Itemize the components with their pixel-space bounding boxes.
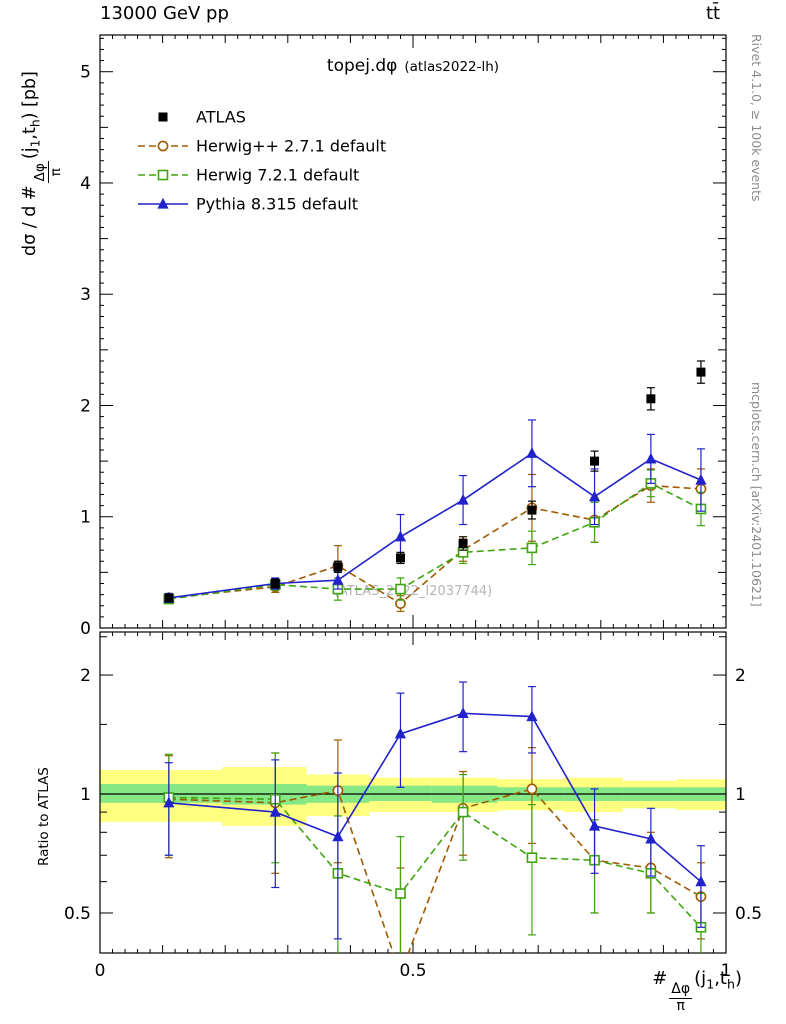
series-line: [168, 796, 702, 928]
marker-filled-square: [158, 112, 168, 122]
tick-label: 3: [80, 285, 91, 305]
x-label-subscript-1: 1: [706, 976, 715, 992]
tick-label: 2: [80, 396, 91, 416]
tick-label: 4: [80, 174, 91, 194]
ratio-axis-label: Ratio to ATLAS: [36, 767, 52, 866]
marker-filled-triangle: [526, 710, 538, 722]
y-label-subscript-h: h: [28, 119, 43, 128]
marker-filled-square: [395, 553, 405, 563]
series-herwig-2-7-1-default: [163, 468, 707, 612]
marker-open-square: [526, 542, 538, 554]
marker-open-square: [395, 583, 406, 595]
marker-open-square: [395, 888, 406, 899]
tick-label: 0.5: [735, 904, 762, 924]
marker-filled-triangle: [157, 197, 169, 209]
plot-title-sub: (atlas2022-lh): [404, 59, 500, 75]
marker-filled-triangle: [695, 875, 707, 887]
marker-filled-triangle: [269, 805, 281, 817]
series-atlas: [164, 360, 706, 603]
uncertainty-band-inner: [369, 785, 432, 802]
x-label-open-paren: (j: [694, 968, 707, 989]
plot-title-main: topej.dφ: [326, 56, 398, 76]
marker-filled-triangle: [332, 573, 344, 585]
tick-label: 5: [80, 63, 91, 83]
x-label-close-paren: ): [734, 968, 742, 989]
series-herwig-7-2-1-default: [163, 469, 707, 605]
marker-filled-triangle: [394, 530, 407, 542]
tick-labels: 0 1 2 3 4 5 0.5 0.5 1 1 2 2 0 0.5 1: [64, 63, 762, 981]
process-label: tt̄: [706, 3, 721, 24]
fraction-denominator: π: [676, 997, 685, 1014]
rivet-version-note: Rivet 4.1.0, ≥ 100k events: [749, 34, 764, 202]
marker-filled-triangle: [588, 490, 601, 502]
tick-label: 0.5: [399, 961, 426, 981]
marker-filled-square: [164, 593, 174, 603]
marker-filled-square: [646, 394, 656, 404]
marker-open-square: [157, 169, 169, 181]
y-label-open-paren: (j: [20, 147, 40, 160]
marker-filled-triangle: [394, 727, 407, 739]
legend: ATLAS Herwig++ 2.7.1 default Herwig 7.2.1 …: [138, 108, 386, 214]
ratio-uncertainty-bands: [100, 767, 726, 826]
marker-filled-square: [590, 456, 600, 466]
marker-filled-triangle: [526, 447, 538, 458]
plot-title: topej.dφ (atlas2022-lh): [100, 56, 726, 76]
marker-filled-square: [270, 578, 280, 588]
y-label-prefix: dσ / d #: [20, 185, 40, 256]
y-label-units: ) [pb]: [20, 71, 40, 120]
marker-filled-triangle: [457, 707, 469, 718]
legend-label: Herwig 7.2.1 default: [196, 166, 359, 185]
fraction-numerator: Δφ: [31, 161, 49, 184]
beam-energy-label: 13000 GeV pp: [100, 3, 229, 24]
fraction-denominator: π: [47, 168, 64, 177]
marker-filled-triangle: [163, 796, 175, 808]
marker-filled-square: [527, 505, 537, 515]
y-axis-label: dσ / d # Δφ π (j1,th) [pb]: [20, 71, 64, 256]
series-line: [168, 482, 702, 600]
y-label-subscript-1: 1: [28, 139, 43, 148]
legend-label: Herwig++ 2.7.1 default: [196, 137, 386, 156]
marker-filled-triangle: [332, 830, 344, 842]
delta-phi-over-pi-fraction: Δφ π: [669, 981, 693, 1014]
marker-filled-triangle: [695, 473, 707, 485]
marker-open-circle: [157, 140, 169, 152]
legend-label: ATLAS: [196, 108, 246, 127]
marker-filled-square: [696, 367, 706, 377]
x-label-subscript-h: h: [726, 976, 735, 992]
y-label-comma-t: ,t: [20, 127, 40, 140]
tick-label: 1: [735, 785, 746, 805]
tick-label: 1: [721, 961, 732, 981]
tick-label: 0.5: [64, 904, 91, 924]
series-line: [168, 452, 702, 599]
tick-label: 0: [80, 619, 91, 639]
tick-label: 1: [80, 508, 91, 528]
series-pythia-8-315-default: [163, 681, 707, 940]
marker-filled-triangle: [645, 832, 657, 844]
tick-label: 0: [95, 961, 106, 981]
marker-open-square: [457, 806, 469, 818]
x-label-comma-t: ,t: [714, 968, 727, 989]
ratio-panel-frame: [99, 631, 727, 954]
marker-open-circle: [526, 783, 538, 795]
x-label-prefix: #: [652, 968, 668, 989]
marker-filled-square: [458, 538, 468, 548]
tick-label: 1: [80, 785, 91, 805]
x-axis-label: # Δφ π (j1,th): [652, 968, 742, 1014]
marker-filled-triangle: [588, 819, 601, 831]
main-panel-frame: [99, 34, 727, 629]
marker-filled-triangle: [457, 493, 469, 505]
legend-label: Pythia 8.315 default: [196, 195, 358, 214]
fraction-numerator: Δφ: [669, 981, 693, 999]
tick-label: 2: [735, 666, 746, 686]
tick-label: 2: [80, 666, 91, 686]
marker-filled-triangle: [645, 452, 657, 464]
marker-filled-square: [333, 562, 343, 572]
delta-phi-over-pi-fraction: Δφ π: [31, 161, 64, 184]
marker-open-square: [526, 852, 538, 863]
mcplots-reference-note: mcplots.cern.ch [arXiv:2401.10621]: [749, 382, 764, 607]
